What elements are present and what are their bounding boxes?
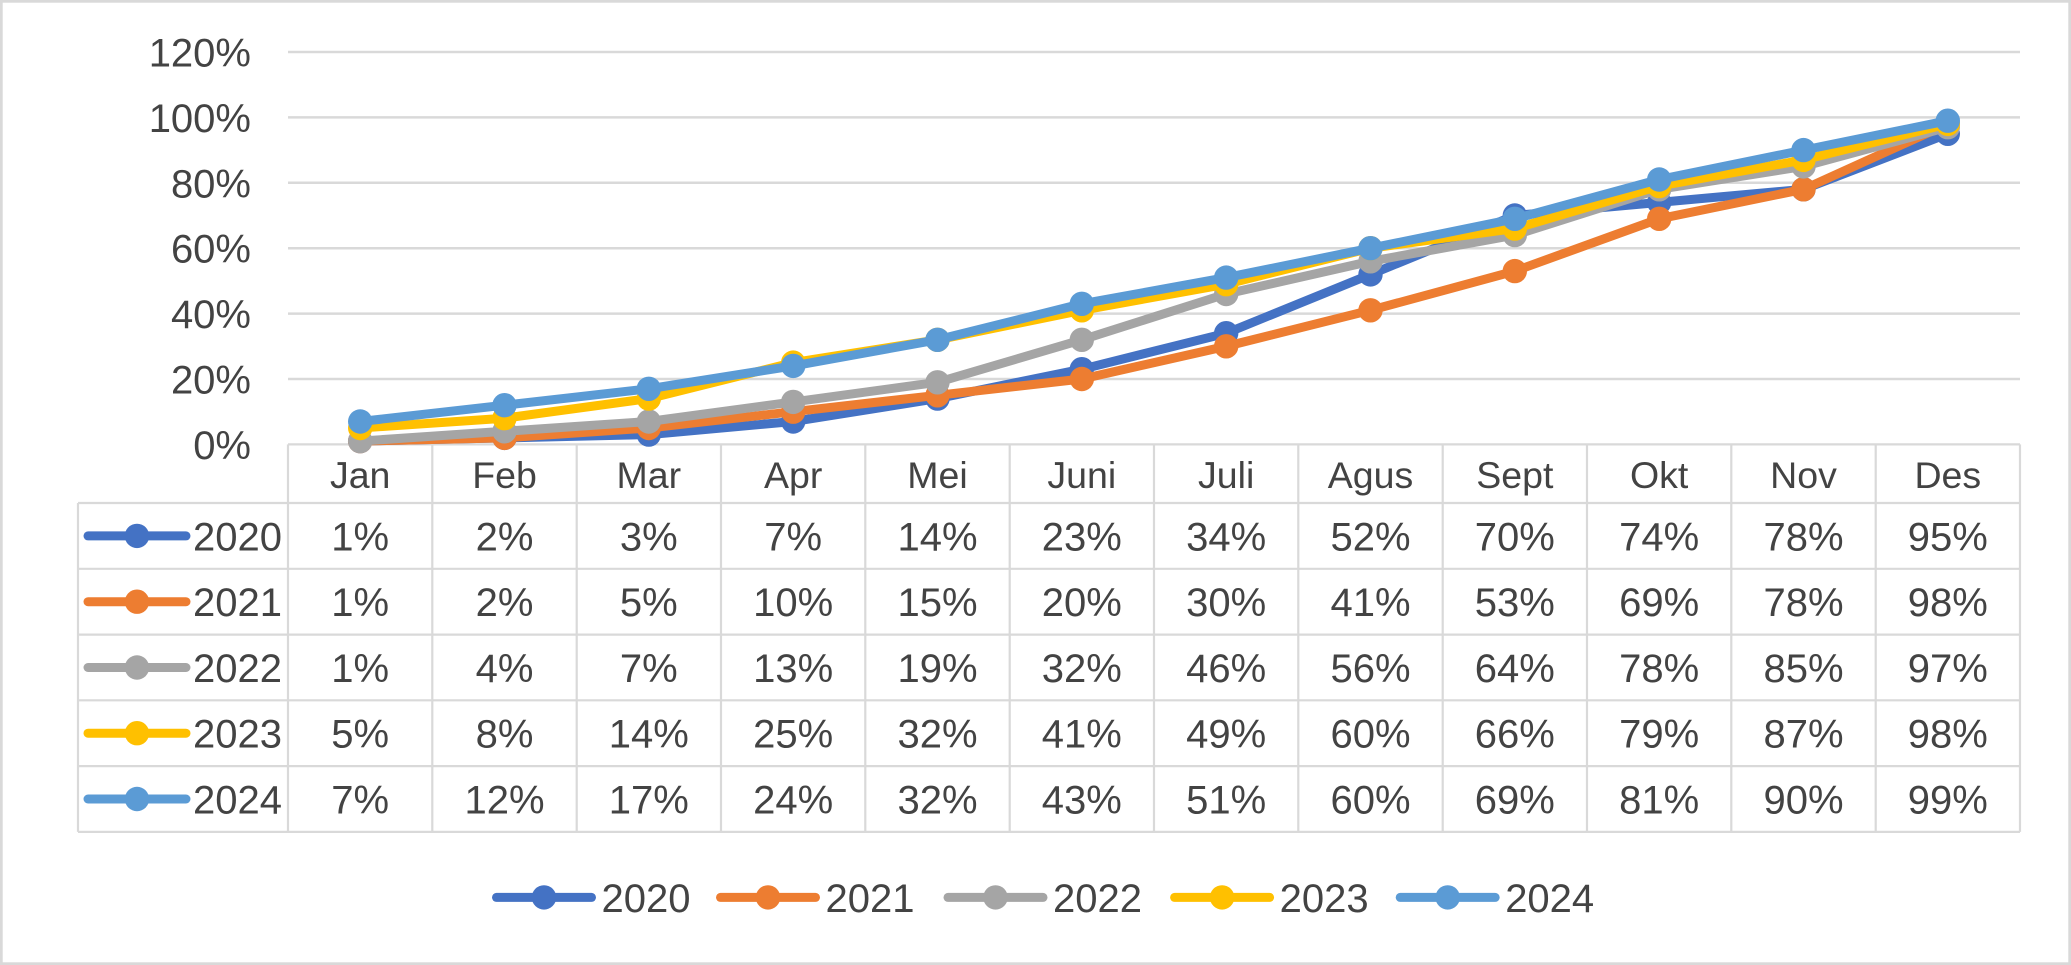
svg-text:85%: 85% [1763,647,1843,691]
svg-text:Nov: Nov [1770,454,1837,496]
svg-text:Mei: Mei [907,454,967,496]
svg-text:4%: 4% [476,647,534,691]
svg-text:2022: 2022 [1053,877,1142,921]
svg-text:Apr: Apr [764,454,822,496]
svg-text:60%: 60% [171,228,251,272]
svg-text:15%: 15% [897,581,977,625]
svg-text:90%: 90% [1763,779,1843,823]
svg-text:32%: 32% [897,713,977,757]
svg-text:51%: 51% [1186,779,1266,823]
svg-text:2020: 2020 [193,515,282,559]
svg-text:1%: 1% [331,647,389,691]
svg-text:49%: 49% [1186,713,1266,757]
svg-text:32%: 32% [897,779,977,823]
svg-text:Mar: Mar [617,454,682,496]
svg-text:97%: 97% [1908,647,1988,691]
svg-text:95%: 95% [1908,515,1988,559]
svg-text:7%: 7% [331,779,389,823]
svg-text:100%: 100% [149,97,251,141]
svg-text:64%: 64% [1475,647,1555,691]
svg-text:34%: 34% [1186,515,1266,559]
svg-text:2023: 2023 [1280,877,1369,921]
svg-text:87%: 87% [1763,713,1843,757]
svg-text:41%: 41% [1042,713,1122,757]
svg-text:3%: 3% [620,515,678,559]
svg-text:2022: 2022 [193,647,282,691]
svg-text:5%: 5% [620,581,678,625]
svg-text:7%: 7% [620,647,678,691]
svg-text:120%: 120% [149,32,251,76]
svg-text:14%: 14% [897,515,977,559]
svg-text:7%: 7% [764,515,822,559]
svg-text:99%: 99% [1908,779,1988,823]
svg-text:17%: 17% [609,779,689,823]
svg-text:80%: 80% [171,162,251,206]
svg-text:46%: 46% [1186,647,1266,691]
svg-text:2021: 2021 [826,877,915,921]
svg-text:10%: 10% [753,581,833,625]
svg-text:Jan: Jan [330,454,390,496]
svg-text:32%: 32% [1042,647,1122,691]
svg-text:52%: 52% [1330,515,1410,559]
svg-text:2020: 2020 [602,877,691,921]
svg-text:Juni: Juni [1047,454,1116,496]
svg-text:74%: 74% [1619,515,1699,559]
svg-text:Sept: Sept [1476,454,1554,496]
svg-text:2023: 2023 [193,713,282,757]
svg-text:Okt: Okt [1630,454,1689,496]
svg-text:14%: 14% [609,713,689,757]
svg-text:41%: 41% [1330,581,1410,625]
svg-text:40%: 40% [171,293,251,337]
svg-text:98%: 98% [1908,581,1988,625]
svg-text:2024: 2024 [193,779,282,823]
svg-text:78%: 78% [1763,515,1843,559]
svg-text:2%: 2% [476,515,534,559]
svg-text:0%: 0% [193,424,251,468]
svg-text:2024: 2024 [1505,877,1594,921]
svg-text:70%: 70% [1475,515,1555,559]
svg-text:Juli: Juli [1198,454,1254,496]
svg-text:2%: 2% [476,581,534,625]
svg-text:66%: 66% [1475,713,1555,757]
svg-text:20%: 20% [171,359,251,403]
svg-text:20%: 20% [1042,581,1122,625]
svg-text:1%: 1% [331,515,389,559]
svg-text:19%: 19% [897,647,977,691]
svg-text:23%: 23% [1042,515,1122,559]
svg-text:12%: 12% [464,779,544,823]
svg-text:60%: 60% [1330,713,1410,757]
svg-text:79%: 79% [1619,713,1699,757]
svg-text:2021: 2021 [193,581,282,625]
svg-text:Feb: Feb [472,454,537,496]
svg-text:98%: 98% [1908,713,1988,757]
svg-text:Des: Des [1914,454,1981,496]
svg-text:8%: 8% [476,713,534,757]
svg-text:78%: 78% [1763,581,1843,625]
svg-text:5%: 5% [331,713,389,757]
svg-text:69%: 69% [1475,779,1555,823]
svg-text:24%: 24% [753,779,833,823]
svg-text:53%: 53% [1475,581,1555,625]
svg-text:30%: 30% [1186,581,1266,625]
svg-text:43%: 43% [1042,779,1122,823]
svg-text:81%: 81% [1619,779,1699,823]
svg-text:25%: 25% [753,713,833,757]
svg-text:69%: 69% [1619,581,1699,625]
svg-text:56%: 56% [1330,647,1410,691]
svg-text:1%: 1% [331,581,389,625]
svg-text:Agus: Agus [1328,454,1413,496]
svg-text:13%: 13% [753,647,833,691]
svg-text:78%: 78% [1619,647,1699,691]
svg-text:60%: 60% [1330,779,1410,823]
